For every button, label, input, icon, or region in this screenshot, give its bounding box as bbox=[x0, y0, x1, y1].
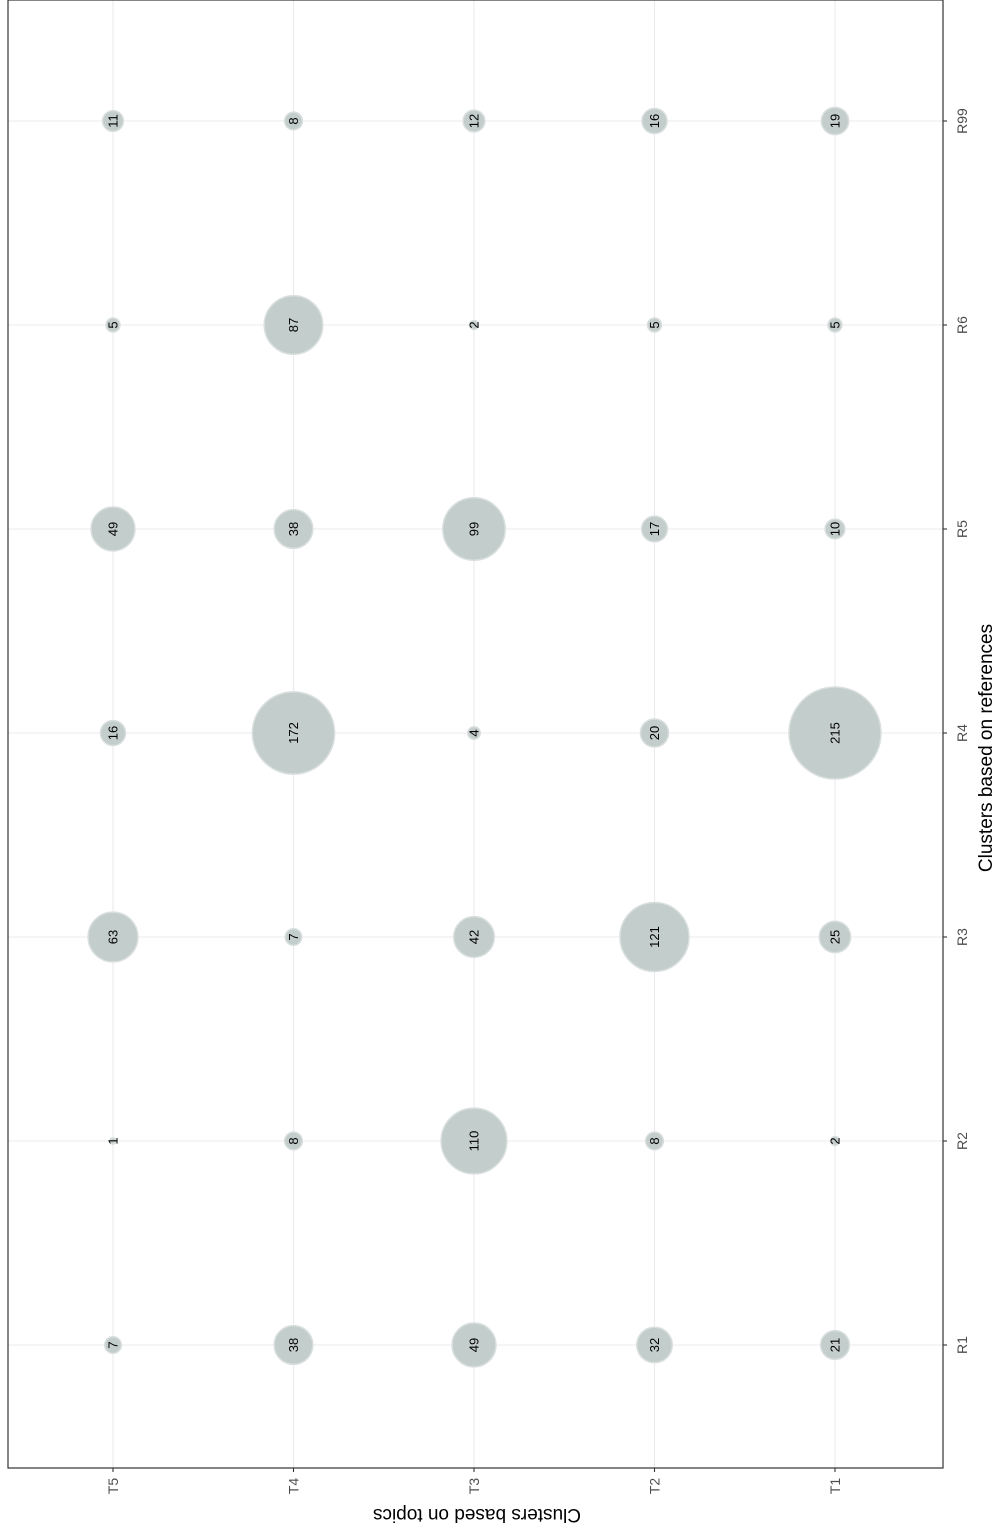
bubble-label-t2-r3: 121 bbox=[647, 926, 662, 948]
bubble-t2-r1 bbox=[636, 1326, 673, 1364]
bubble-t2-r5 bbox=[640, 515, 669, 543]
tick-label-r99: R99 bbox=[954, 108, 970, 134]
bubble-label-t3-r2: 110 bbox=[467, 1131, 482, 1152]
bubble-t5-r2 bbox=[109, 1137, 117, 1145]
bubble-label-t2-r6: 5 bbox=[647, 321, 662, 328]
bubble-label-t4-r6: 87 bbox=[286, 318, 301, 332]
bubble-label-t2-r4: 20 bbox=[647, 726, 662, 740]
bubble-label-t3-r4: 4 bbox=[467, 729, 482, 736]
bubble-label-t5-r99: 11 bbox=[106, 114, 121, 128]
bubble-label-t3-r1: 49 bbox=[467, 1338, 482, 1352]
bubble-t3-r3 bbox=[452, 915, 496, 959]
y-axis-title: Clusters based on topics bbox=[373, 1504, 581, 1525]
bubble-t3-r99 bbox=[462, 109, 486, 133]
bubble-label-t3-r3: 42 bbox=[467, 930, 482, 944]
tick-label-r4: R4 bbox=[954, 724, 970, 742]
bubble-t2-r4 bbox=[639, 718, 670, 748]
bubble-t3-r5 bbox=[442, 497, 506, 561]
panel-border bbox=[7, 0, 944, 1469]
bubble-t2-r3 bbox=[619, 901, 690, 973]
bubble-t4-r1 bbox=[273, 1324, 314, 1366]
bubble-label-t1-r4: 215 bbox=[828, 722, 843, 744]
bubbles bbox=[87, 106, 882, 1368]
bubble-t5-r3 bbox=[87, 911, 139, 963]
bubble-t5-r5 bbox=[90, 506, 136, 552]
tick-label-t5: T5 bbox=[105, 1478, 121, 1495]
bubble-label-t3-r99: 12 bbox=[467, 114, 482, 128]
tick-label-t2: T2 bbox=[647, 1478, 663, 1495]
bubble-label-t2-r5: 17 bbox=[647, 522, 662, 536]
bubble-t1-r6 bbox=[827, 317, 843, 333]
bubble-t4-r4 bbox=[251, 691, 336, 775]
tick-label-r6: R6 bbox=[954, 316, 970, 334]
tick-label-t1: T1 bbox=[827, 1478, 843, 1495]
bubble-t4-r2 bbox=[283, 1131, 304, 1151]
x-axis-title: Clusters based on references bbox=[976, 624, 997, 872]
bubble-t3-r6 bbox=[468, 319, 480, 331]
bubble-t5-r4 bbox=[99, 719, 127, 747]
bubble-label-t1-r99: 19 bbox=[828, 114, 843, 128]
bubble-t5-r99 bbox=[101, 109, 125, 133]
bubble-label-t2-r99: 16 bbox=[647, 114, 662, 128]
bubble-label-t3-r6: 2 bbox=[467, 321, 482, 328]
bubble-t4-r6 bbox=[263, 294, 324, 356]
bubble-label-t4-r1: 38 bbox=[286, 1338, 301, 1352]
bubble-label-t4-r99: 8 bbox=[286, 117, 301, 124]
bubble-t4-r5 bbox=[273, 508, 314, 550]
bubble-label-t1-r3: 25 bbox=[828, 930, 843, 944]
bubble-label-t4-r5: 38 bbox=[286, 522, 301, 536]
bubble-t1-r99 bbox=[820, 106, 850, 136]
bubble-t1-r5 bbox=[824, 518, 846, 540]
bubble-t3-r1 bbox=[451, 1322, 497, 1368]
bubble-label-t5-r2: 1 bbox=[106, 1137, 121, 1144]
bubble-label-t5-r3: 63 bbox=[106, 930, 121, 944]
bubble-t1-r1 bbox=[819, 1329, 851, 1361]
bubble-t3-r4 bbox=[466, 725, 482, 741]
bubble-t4-r99 bbox=[283, 111, 304, 131]
axis-ticks: R1 R2 R3 R4 R5 R6 R99 T1 T2 T3 T4 T5 bbox=[105, 108, 970, 1494]
bubble-label-t1-r1: 21 bbox=[828, 1338, 843, 1352]
bubble-label-t1-r5: 10 bbox=[828, 522, 843, 536]
bubble-label-t5-r6: 5 bbox=[106, 321, 121, 328]
bubble-t2-r6 bbox=[646, 317, 663, 333]
bubble-t2-r2 bbox=[644, 1131, 665, 1151]
bubble-t5-r1 bbox=[103, 1335, 123, 1355]
bubble-label-t5-r4: 16 bbox=[106, 726, 121, 740]
bubble-label-t5-r1: 7 bbox=[106, 1341, 121, 1348]
tick-label-r5: R5 bbox=[954, 520, 970, 538]
tick-label-t4: T4 bbox=[286, 1478, 302, 1495]
bubble-label-t3-r5: 99 bbox=[467, 522, 482, 536]
bubble-labels: 2122521510519328121201751649110424992123… bbox=[106, 114, 843, 1352]
bubble-label-t4-r3: 7 bbox=[286, 933, 301, 940]
bubble-t5-r6 bbox=[105, 317, 121, 333]
bubble-label-t2-r1: 32 bbox=[647, 1338, 662, 1352]
bubble-t4-r3 bbox=[284, 927, 303, 947]
bubble-label-t5-r5: 49 bbox=[106, 522, 121, 536]
tick-label-r3: R3 bbox=[954, 928, 970, 946]
tick-label-r2: R2 bbox=[954, 1132, 970, 1150]
bubble-t2-r99 bbox=[641, 107, 668, 135]
bubble-t1-r3 bbox=[818, 920, 852, 954]
bubble-label-t4-r4: 172 bbox=[286, 722, 301, 744]
bubble-label-t1-r2: 2 bbox=[828, 1137, 843, 1144]
bubble-t1-r2 bbox=[829, 1135, 841, 1147]
bubble-t3-r2 bbox=[440, 1107, 508, 1175]
bubble-label-t1-r6: 5 bbox=[828, 321, 843, 328]
bubble-label-t2-r2: 8 bbox=[647, 1137, 662, 1144]
bubble-t1-r4 bbox=[788, 686, 882, 780]
bubble-label-t4-r2: 8 bbox=[286, 1137, 301, 1144]
tick-label-r1: R1 bbox=[954, 1336, 970, 1354]
tick-label-t3: T3 bbox=[466, 1478, 482, 1495]
